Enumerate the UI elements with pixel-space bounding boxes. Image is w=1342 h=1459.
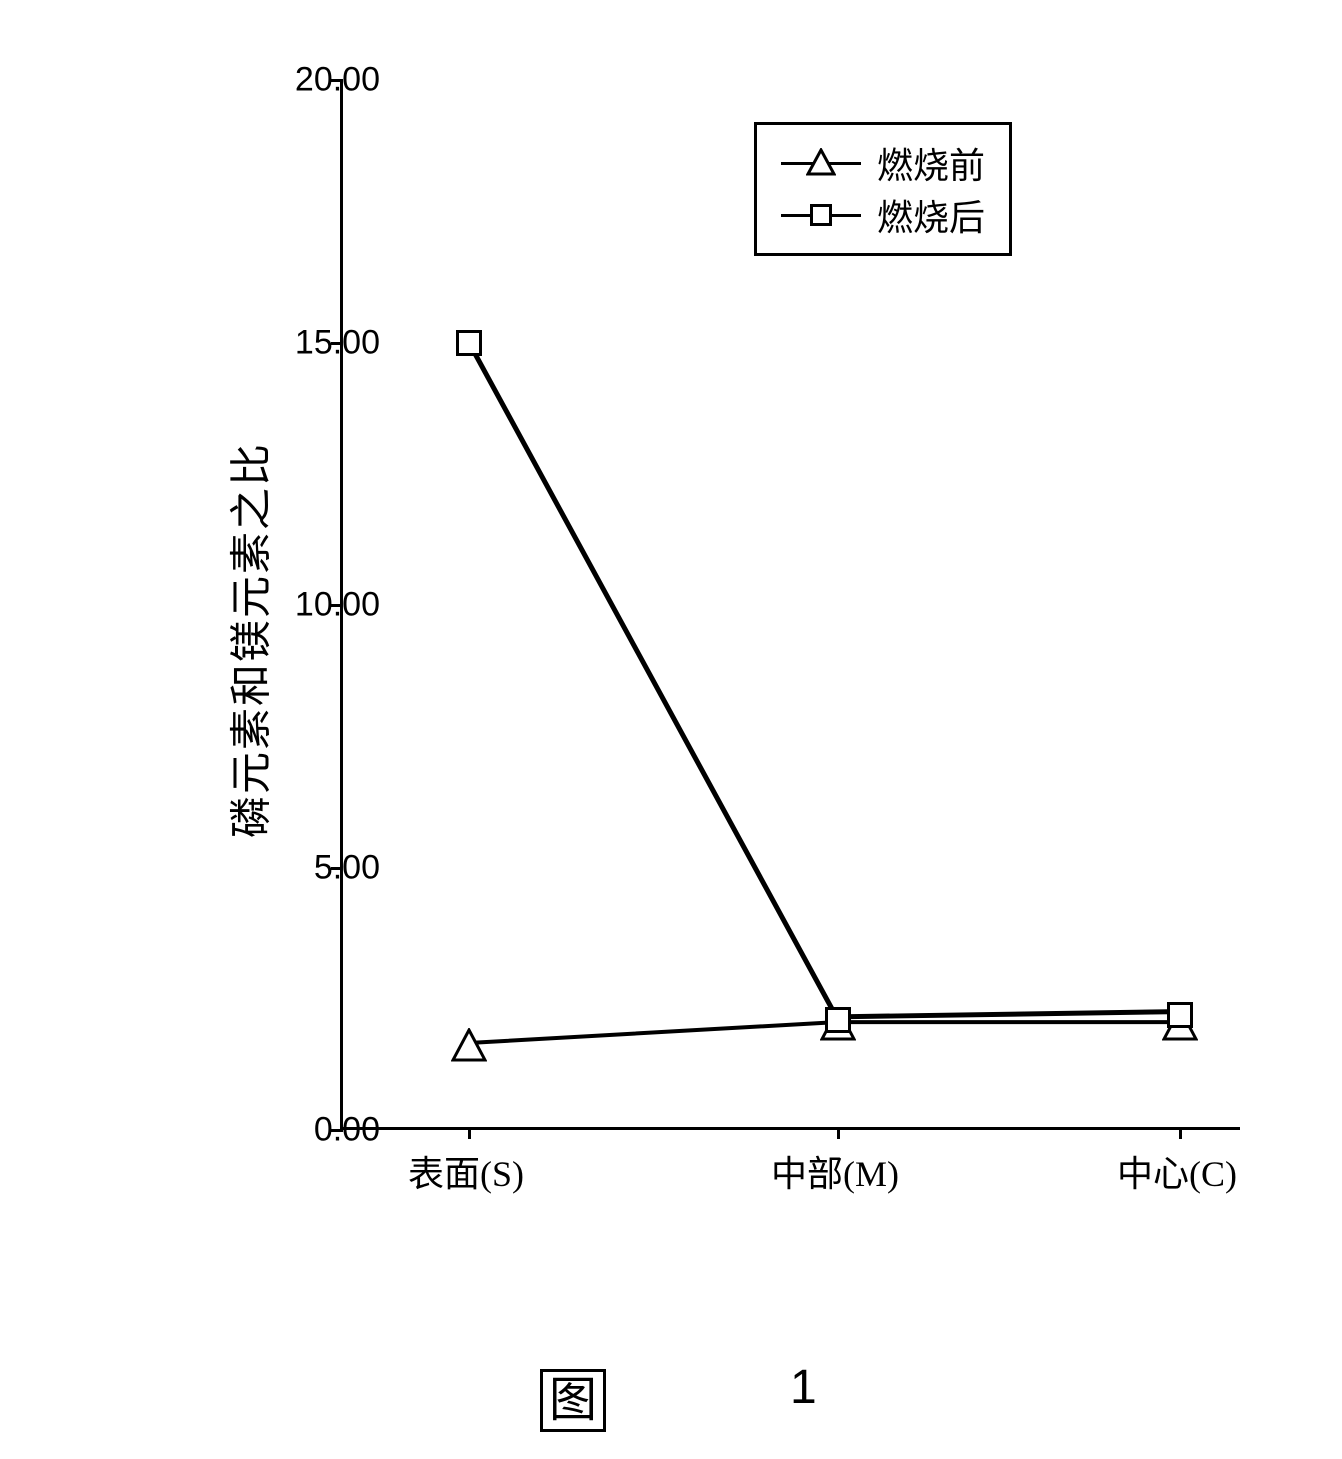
square-icon — [810, 204, 832, 226]
legend-label: 燃烧后 — [877, 189, 985, 241]
figure-label-prefix: 图 — [540, 1360, 606, 1430]
x-tick-label: 中心(C) — [1117, 1145, 1237, 1197]
y-tick-label: 5.00 — [314, 848, 380, 887]
x-tick-label: 表面(S) — [408, 1145, 524, 1197]
x-tick — [468, 1127, 471, 1139]
y-tick-label: 0.00 — [314, 1111, 380, 1150]
chart-container: 磷元素和镁元素之比 0.00 5.00 10.00 15.00 20.00 表面(S) 中… — [220, 40, 1300, 1240]
triangle-icon — [806, 148, 836, 178]
y-tick-label: 15.00 — [295, 323, 380, 362]
legend-line — [781, 214, 861, 217]
y-tick-label: 10.00 — [295, 586, 380, 625]
square-marker — [825, 1007, 851, 1033]
square-marker — [1167, 1002, 1193, 1028]
x-tick — [837, 1127, 840, 1139]
series-line — [469, 342, 1178, 1017]
legend-item: 燃烧前 — [781, 137, 985, 189]
x-tick — [1179, 1127, 1182, 1139]
figure-prefix-box: 图 — [540, 1369, 606, 1432]
triangle-marker — [451, 1028, 487, 1064]
legend-line — [781, 162, 861, 165]
legend-label: 燃烧前 — [877, 137, 985, 189]
legend: 燃烧前燃烧后 — [754, 122, 1012, 256]
legend-item: 燃烧后 — [781, 189, 985, 241]
y-axis-title: 磷元素和镁元素之比 — [218, 442, 279, 838]
x-tick-label: 中部(M) — [771, 1145, 899, 1197]
figure-label-number: 1 — [790, 1360, 817, 1415]
y-tick-label: 20.00 — [295, 61, 380, 100]
square-marker — [456, 330, 482, 356]
